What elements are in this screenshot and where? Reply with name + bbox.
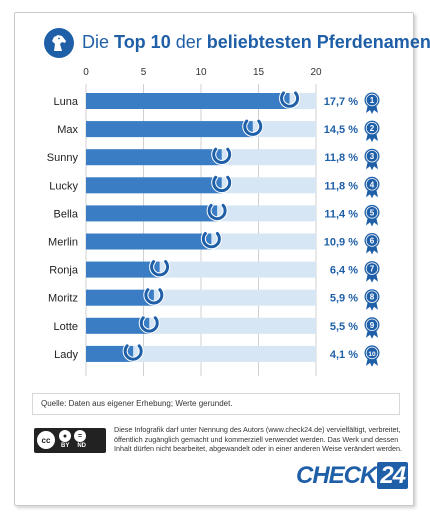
value-label: 4,1 % xyxy=(330,349,358,361)
bar xyxy=(86,345,134,362)
category-label: Max xyxy=(57,124,78,136)
rank-badge xyxy=(364,289,380,305)
rank-number: 2 xyxy=(370,124,375,133)
value-label: 17,7 % xyxy=(324,96,358,108)
value-label: 11,4 % xyxy=(324,208,358,220)
rank-number: 4 xyxy=(370,180,375,189)
rank-badge-ring xyxy=(365,178,379,191)
category-label: Merlin xyxy=(48,237,78,249)
rank-number: 7 xyxy=(370,265,375,274)
value-label: 11,8 % xyxy=(324,152,358,164)
value-label: 5,5 % xyxy=(330,321,358,333)
attribution-icon: ● xyxy=(59,430,71,442)
value-label: 11,8 % xyxy=(324,180,358,192)
title-bold: Top 10 xyxy=(114,32,171,52)
bar xyxy=(86,317,150,334)
rank-badge xyxy=(364,204,380,220)
category-label: Lady xyxy=(54,349,78,361)
category-label: Luna xyxy=(54,96,79,108)
horse-head-icon xyxy=(44,28,74,58)
rank-number: 3 xyxy=(370,152,375,161)
value-label: 14,5 % xyxy=(324,124,358,136)
x-tick-label: 10 xyxy=(195,67,207,78)
no-derivatives-icon: = xyxy=(74,430,86,442)
rank-number: 6 xyxy=(370,237,375,246)
source-box: Quelle: Daten aus eigener Erhebung; Wert… xyxy=(32,393,400,415)
rank-badge-ring xyxy=(365,93,379,107)
value-label: 5,9 % xyxy=(330,293,358,305)
horseshoe-icon xyxy=(139,316,159,333)
category-label: Moritz xyxy=(48,293,78,305)
bar xyxy=(86,93,290,109)
rank-badge xyxy=(364,261,380,277)
rank-badge xyxy=(364,345,380,361)
bar xyxy=(86,289,154,306)
category-label: Ronja xyxy=(49,265,79,277)
horseshoe-icon xyxy=(123,344,143,361)
rank-number: 10 xyxy=(368,351,376,358)
rank-number: 9 xyxy=(370,321,375,330)
title-bold2: beliebtesten Pferdenamen xyxy=(206,32,430,52)
rank-badge-ring xyxy=(365,262,379,275)
x-tick-label: 5 xyxy=(141,67,147,78)
logo-text: CHECK xyxy=(296,462,377,489)
horseshoe-icon xyxy=(144,288,164,305)
nd-label: ND xyxy=(77,443,87,449)
rank-badge xyxy=(364,92,380,108)
horseshoe-icon xyxy=(243,119,263,136)
value-label: 6,4 % xyxy=(330,265,358,277)
rank-badge-ring xyxy=(365,149,379,163)
bar xyxy=(86,149,222,166)
rank-badge-ring xyxy=(365,206,379,219)
rank-badge xyxy=(364,120,380,136)
rank-badge-ring xyxy=(365,318,379,332)
category-label: Lotte xyxy=(54,321,78,333)
rank-badge xyxy=(364,233,380,248)
title-prefix: Die xyxy=(82,32,110,52)
check24-logo[interactable]: CHECK 24 xyxy=(296,462,409,490)
bar xyxy=(86,233,212,250)
bar xyxy=(86,177,222,194)
rank-badge-ring xyxy=(365,290,379,303)
rank-badge xyxy=(364,148,380,164)
rank-badge xyxy=(364,317,380,333)
bar xyxy=(86,121,253,138)
bar xyxy=(86,261,160,278)
x-tick-label: 0 xyxy=(83,67,89,78)
value-label: 10,9 % xyxy=(324,237,358,249)
title-middle: der xyxy=(175,32,202,52)
rank-badge-ring xyxy=(365,346,379,360)
x-tick-label: 20 xyxy=(310,67,322,78)
rank-badge-ring xyxy=(365,234,379,247)
horseshoe-icon xyxy=(280,91,299,108)
chart-title: Die Top 10 der beliebtesten Pferdenamen xyxy=(82,32,430,53)
rank-badge xyxy=(364,176,380,192)
license-text: Diese Infografik darf unter Nennung des … xyxy=(114,425,402,454)
title-row: Die Top 10 der beliebtesten Pferdenamen xyxy=(44,28,430,58)
by-label: BY xyxy=(61,443,70,449)
horseshoe-icon xyxy=(212,175,232,193)
rank-number: 8 xyxy=(370,293,375,302)
category-label: Bella xyxy=(54,208,79,220)
logo-number: 24 xyxy=(377,462,409,489)
rank-number: 5 xyxy=(370,208,375,217)
horseshoe-icon xyxy=(150,260,170,277)
cc-license-badge[interactable]: cc ● = BY ND xyxy=(34,428,106,453)
horseshoe-icon xyxy=(207,203,227,221)
category-label: Sunny xyxy=(47,152,79,164)
rank-number: 1 xyxy=(370,96,375,105)
horseshoe-icon xyxy=(212,147,232,164)
category-label: Lucky xyxy=(49,180,78,192)
bar xyxy=(86,205,218,222)
x-tick-label: 15 xyxy=(253,67,265,78)
source-text: Quelle: Daten aus eigener Erhebung; Wert… xyxy=(41,399,233,408)
horseshoe-icon xyxy=(201,232,221,249)
rank-badge-ring xyxy=(365,121,379,135)
cc-icon: cc xyxy=(37,431,55,449)
